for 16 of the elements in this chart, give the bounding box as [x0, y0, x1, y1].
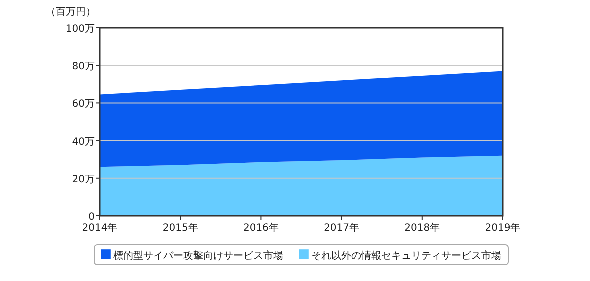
legend: 標的型サイバー攻撃向けサービス市場 それ以外の情報セキュリティサービス市場: [94, 244, 509, 266]
x-tick-label: 2018年: [404, 222, 440, 234]
y-tick-label: 20万: [72, 174, 95, 186]
x-tick-label: 2016年: [243, 222, 279, 234]
y-tick-label: 40万: [72, 136, 95, 148]
x-tick-label: 2015年: [162, 222, 198, 234]
y-tick-label: 100万: [66, 24, 95, 35]
x-tick-label: 2017年: [324, 222, 360, 234]
legend-label: 標的型サイバー攻撃向けサービス市場: [114, 250, 284, 262]
x-tick-label: 2019年: [485, 222, 521, 234]
y-tick-label: 80万: [72, 62, 95, 73]
legend-label: それ以外の情報セキュリティサービス市場: [312, 250, 502, 262]
y-tick-label: 0: [88, 212, 95, 223]
y-axis-title: （百万円）: [46, 7, 96, 18]
y-tick-label: 60万: [72, 99, 95, 110]
x-tick-label: 2014年: [82, 222, 118, 234]
